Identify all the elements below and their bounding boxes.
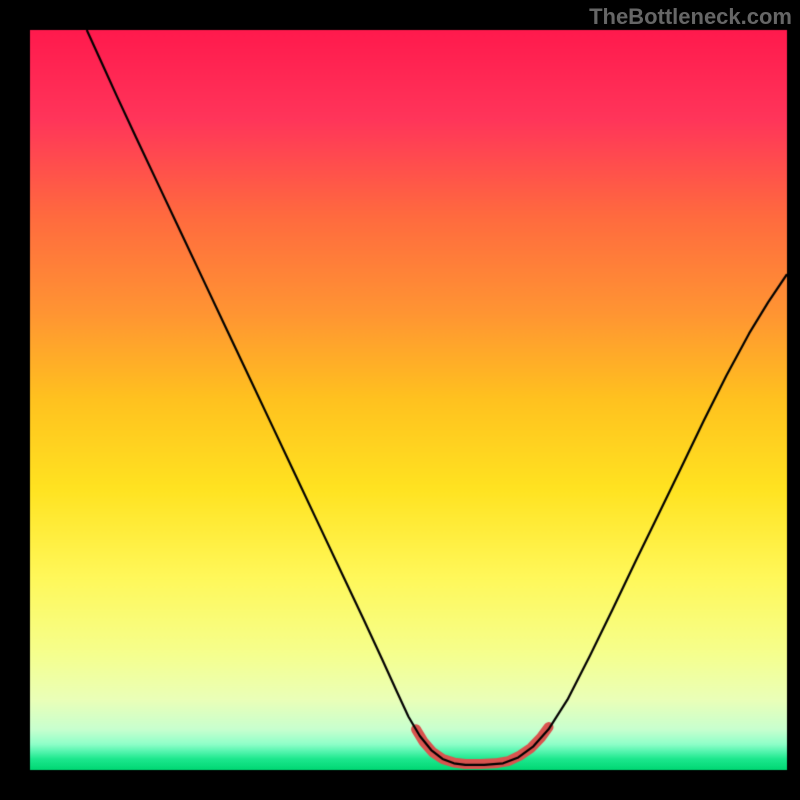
chart-canvas — [0, 0, 800, 800]
chart-stage: TheBottleneck.com — [0, 0, 800, 800]
